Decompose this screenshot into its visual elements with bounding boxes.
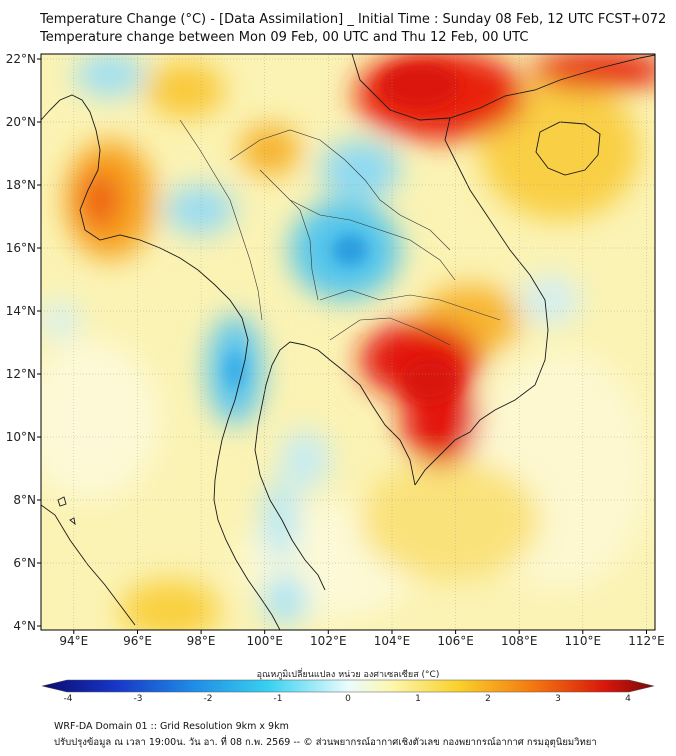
temperature-field — [41, 54, 655, 630]
lon-tick-label: 96°E — [123, 634, 152, 648]
lon-tick-label: 102°E — [310, 634, 347, 648]
colorbar-tick: 2 — [485, 694, 491, 704]
lon-tick-label: 112°E — [628, 634, 665, 648]
lon-tick-label: 104°E — [374, 634, 411, 648]
lat-tick-label: 8°N — [13, 493, 36, 507]
colorbar-label: อุณหภูมิเปลี่ยนแปลง หน่วย องศาเซลเซียส (… — [257, 667, 440, 680]
lon-tick-label: 94°E — [59, 634, 88, 648]
temperature-change-map: 94°E 96°E 98°E 100°E 102°E 104°E 106°E 1… — [6, 52, 665, 704]
lon-tick-label: 110°E — [565, 634, 602, 648]
lat-tick-label: 12°N — [6, 367, 36, 381]
lon-tick-label: 106°E — [437, 634, 474, 648]
country-borders — [179, 119, 501, 346]
lat-tick-label: 18°N — [6, 178, 36, 192]
colorbar-tick: 4 — [625, 694, 631, 704]
colorbar — [41, 679, 655, 693]
footer-credit: ปรับปรุงข้อมูล ณ เวลา 19:00น. วัน อา. ที… — [54, 737, 597, 748]
colorbar-ticks: -4 -3 -2 -1 0 1 2 3 4 — [64, 694, 632, 704]
colorbar-tick: -1 — [274, 694, 283, 704]
colorbar-tick: 3 — [555, 694, 561, 704]
plot-frame — [40, 53, 656, 631]
colorbar-tick: 1 — [415, 694, 421, 704]
lon-tick-label: 108°E — [501, 634, 538, 648]
lat-tick-labels: 22°N 20°N 18°N 16°N 14°N 12°N 10°N 8°N 6… — [6, 52, 36, 633]
lat-tick-label: 4°N — [13, 619, 36, 633]
lat-tick-label: 10°N — [6, 430, 36, 444]
footer-model-info: WRF-DA Domain 01 :: Grid Resolution 9km … — [54, 721, 289, 732]
lat-tick-label: 20°N — [6, 115, 36, 129]
lat-tick-label: 14°N — [6, 304, 36, 318]
lon-tick-label: 100°E — [246, 634, 283, 648]
colorbar-tick: -4 — [64, 694, 73, 704]
coastlines — [41, 54, 655, 630]
lat-tick-label: 16°N — [6, 241, 36, 255]
tick-marks — [37, 58, 647, 634]
colorbar-tick: 0 — [345, 694, 351, 704]
lat-tick-label: 22°N — [6, 52, 36, 66]
map-title: Temperature Change (°C) - [Data Assimila… — [40, 12, 667, 27]
lon-tick-label: 98°E — [187, 634, 216, 648]
map-subtitle: Temperature change between Mon 09 Feb, 0… — [40, 30, 529, 45]
lon-tick-labels: 94°E 96°E 98°E 100°E 102°E 104°E 106°E 1… — [59, 634, 664, 648]
lat-tick-label: 6°N — [13, 556, 36, 570]
colorbar-tick: -3 — [134, 694, 143, 704]
graticule — [41, 54, 655, 630]
colorbar-tick: -2 — [204, 694, 213, 704]
